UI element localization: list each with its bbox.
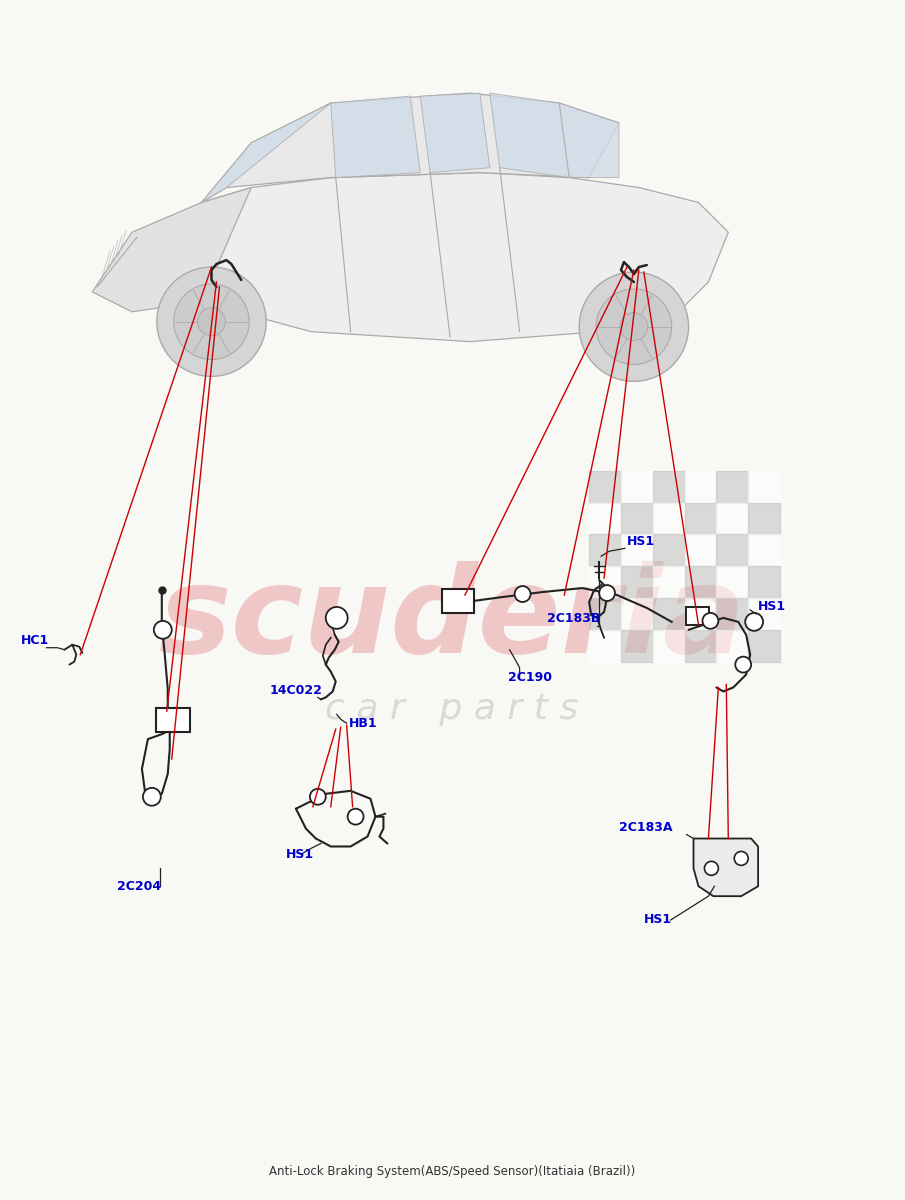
- Bar: [589, 598, 621, 630]
- Circle shape: [310, 788, 326, 805]
- Bar: [684, 534, 717, 566]
- Circle shape: [620, 313, 648, 341]
- Bar: [653, 503, 684, 534]
- Bar: [589, 630, 621, 661]
- Bar: [621, 566, 653, 598]
- Bar: [621, 534, 653, 566]
- Text: 2C183A: 2C183A: [619, 821, 672, 834]
- Circle shape: [326, 607, 348, 629]
- Bar: [717, 598, 748, 630]
- Text: HC1: HC1: [21, 634, 49, 647]
- Polygon shape: [693, 839, 758, 896]
- Bar: [684, 630, 717, 661]
- Polygon shape: [330, 96, 420, 178]
- Circle shape: [735, 656, 751, 672]
- Bar: [748, 630, 780, 661]
- Bar: [653, 470, 684, 503]
- Bar: [589, 566, 621, 598]
- FancyBboxPatch shape: [686, 607, 710, 625]
- Text: HS1: HS1: [758, 600, 786, 613]
- Circle shape: [745, 613, 763, 631]
- Text: HS1: HS1: [643, 913, 672, 926]
- Polygon shape: [420, 94, 490, 173]
- Bar: [717, 503, 748, 534]
- Text: c a r   p a r t s: c a r p a r t s: [326, 692, 578, 726]
- Polygon shape: [202, 94, 619, 203]
- Bar: [748, 566, 780, 598]
- Bar: [684, 470, 717, 503]
- Text: 2C183B: 2C183B: [548, 612, 601, 625]
- Polygon shape: [92, 173, 729, 342]
- Bar: [621, 630, 653, 661]
- Bar: [717, 534, 748, 566]
- Circle shape: [734, 852, 748, 865]
- Circle shape: [596, 289, 672, 365]
- Polygon shape: [559, 103, 619, 178]
- Text: Anti-Lock Braking System(ABS/Speed Sensor)(Itatiaia (Brazil)): Anti-Lock Braking System(ABS/Speed Senso…: [269, 1165, 635, 1178]
- Circle shape: [143, 788, 161, 805]
- Circle shape: [704, 862, 719, 875]
- Bar: [621, 470, 653, 503]
- Text: 2C204: 2C204: [117, 881, 161, 893]
- Circle shape: [515, 586, 530, 602]
- Bar: [748, 470, 780, 503]
- Polygon shape: [92, 187, 252, 312]
- Polygon shape: [202, 103, 330, 203]
- Bar: [589, 503, 621, 534]
- Text: scuderia: scuderia: [158, 562, 746, 678]
- Bar: [717, 470, 748, 503]
- Bar: [748, 503, 780, 534]
- Bar: [684, 598, 717, 630]
- Text: 14C022: 14C022: [269, 684, 322, 697]
- Bar: [653, 630, 684, 661]
- Circle shape: [154, 620, 172, 638]
- Bar: [589, 534, 621, 566]
- Text: 2C190: 2C190: [508, 672, 552, 684]
- Bar: [653, 534, 684, 566]
- Circle shape: [599, 586, 615, 601]
- Polygon shape: [490, 94, 569, 178]
- Bar: [653, 566, 684, 598]
- FancyBboxPatch shape: [442, 589, 474, 613]
- Text: HS1: HS1: [627, 535, 655, 548]
- Circle shape: [579, 272, 689, 382]
- Bar: [684, 566, 717, 598]
- Bar: [748, 598, 780, 630]
- Bar: [621, 503, 653, 534]
- Circle shape: [157, 268, 266, 377]
- Text: HB1: HB1: [348, 718, 377, 731]
- FancyBboxPatch shape: [156, 708, 190, 732]
- Circle shape: [702, 613, 719, 629]
- Circle shape: [348, 809, 364, 824]
- Bar: [589, 470, 621, 503]
- Bar: [717, 630, 748, 661]
- Bar: [748, 534, 780, 566]
- Circle shape: [174, 284, 249, 360]
- Bar: [621, 598, 653, 630]
- Bar: [717, 566, 748, 598]
- Text: HS1: HS1: [286, 848, 314, 862]
- Bar: [684, 503, 717, 534]
- Bar: [653, 598, 684, 630]
- Circle shape: [197, 308, 225, 336]
